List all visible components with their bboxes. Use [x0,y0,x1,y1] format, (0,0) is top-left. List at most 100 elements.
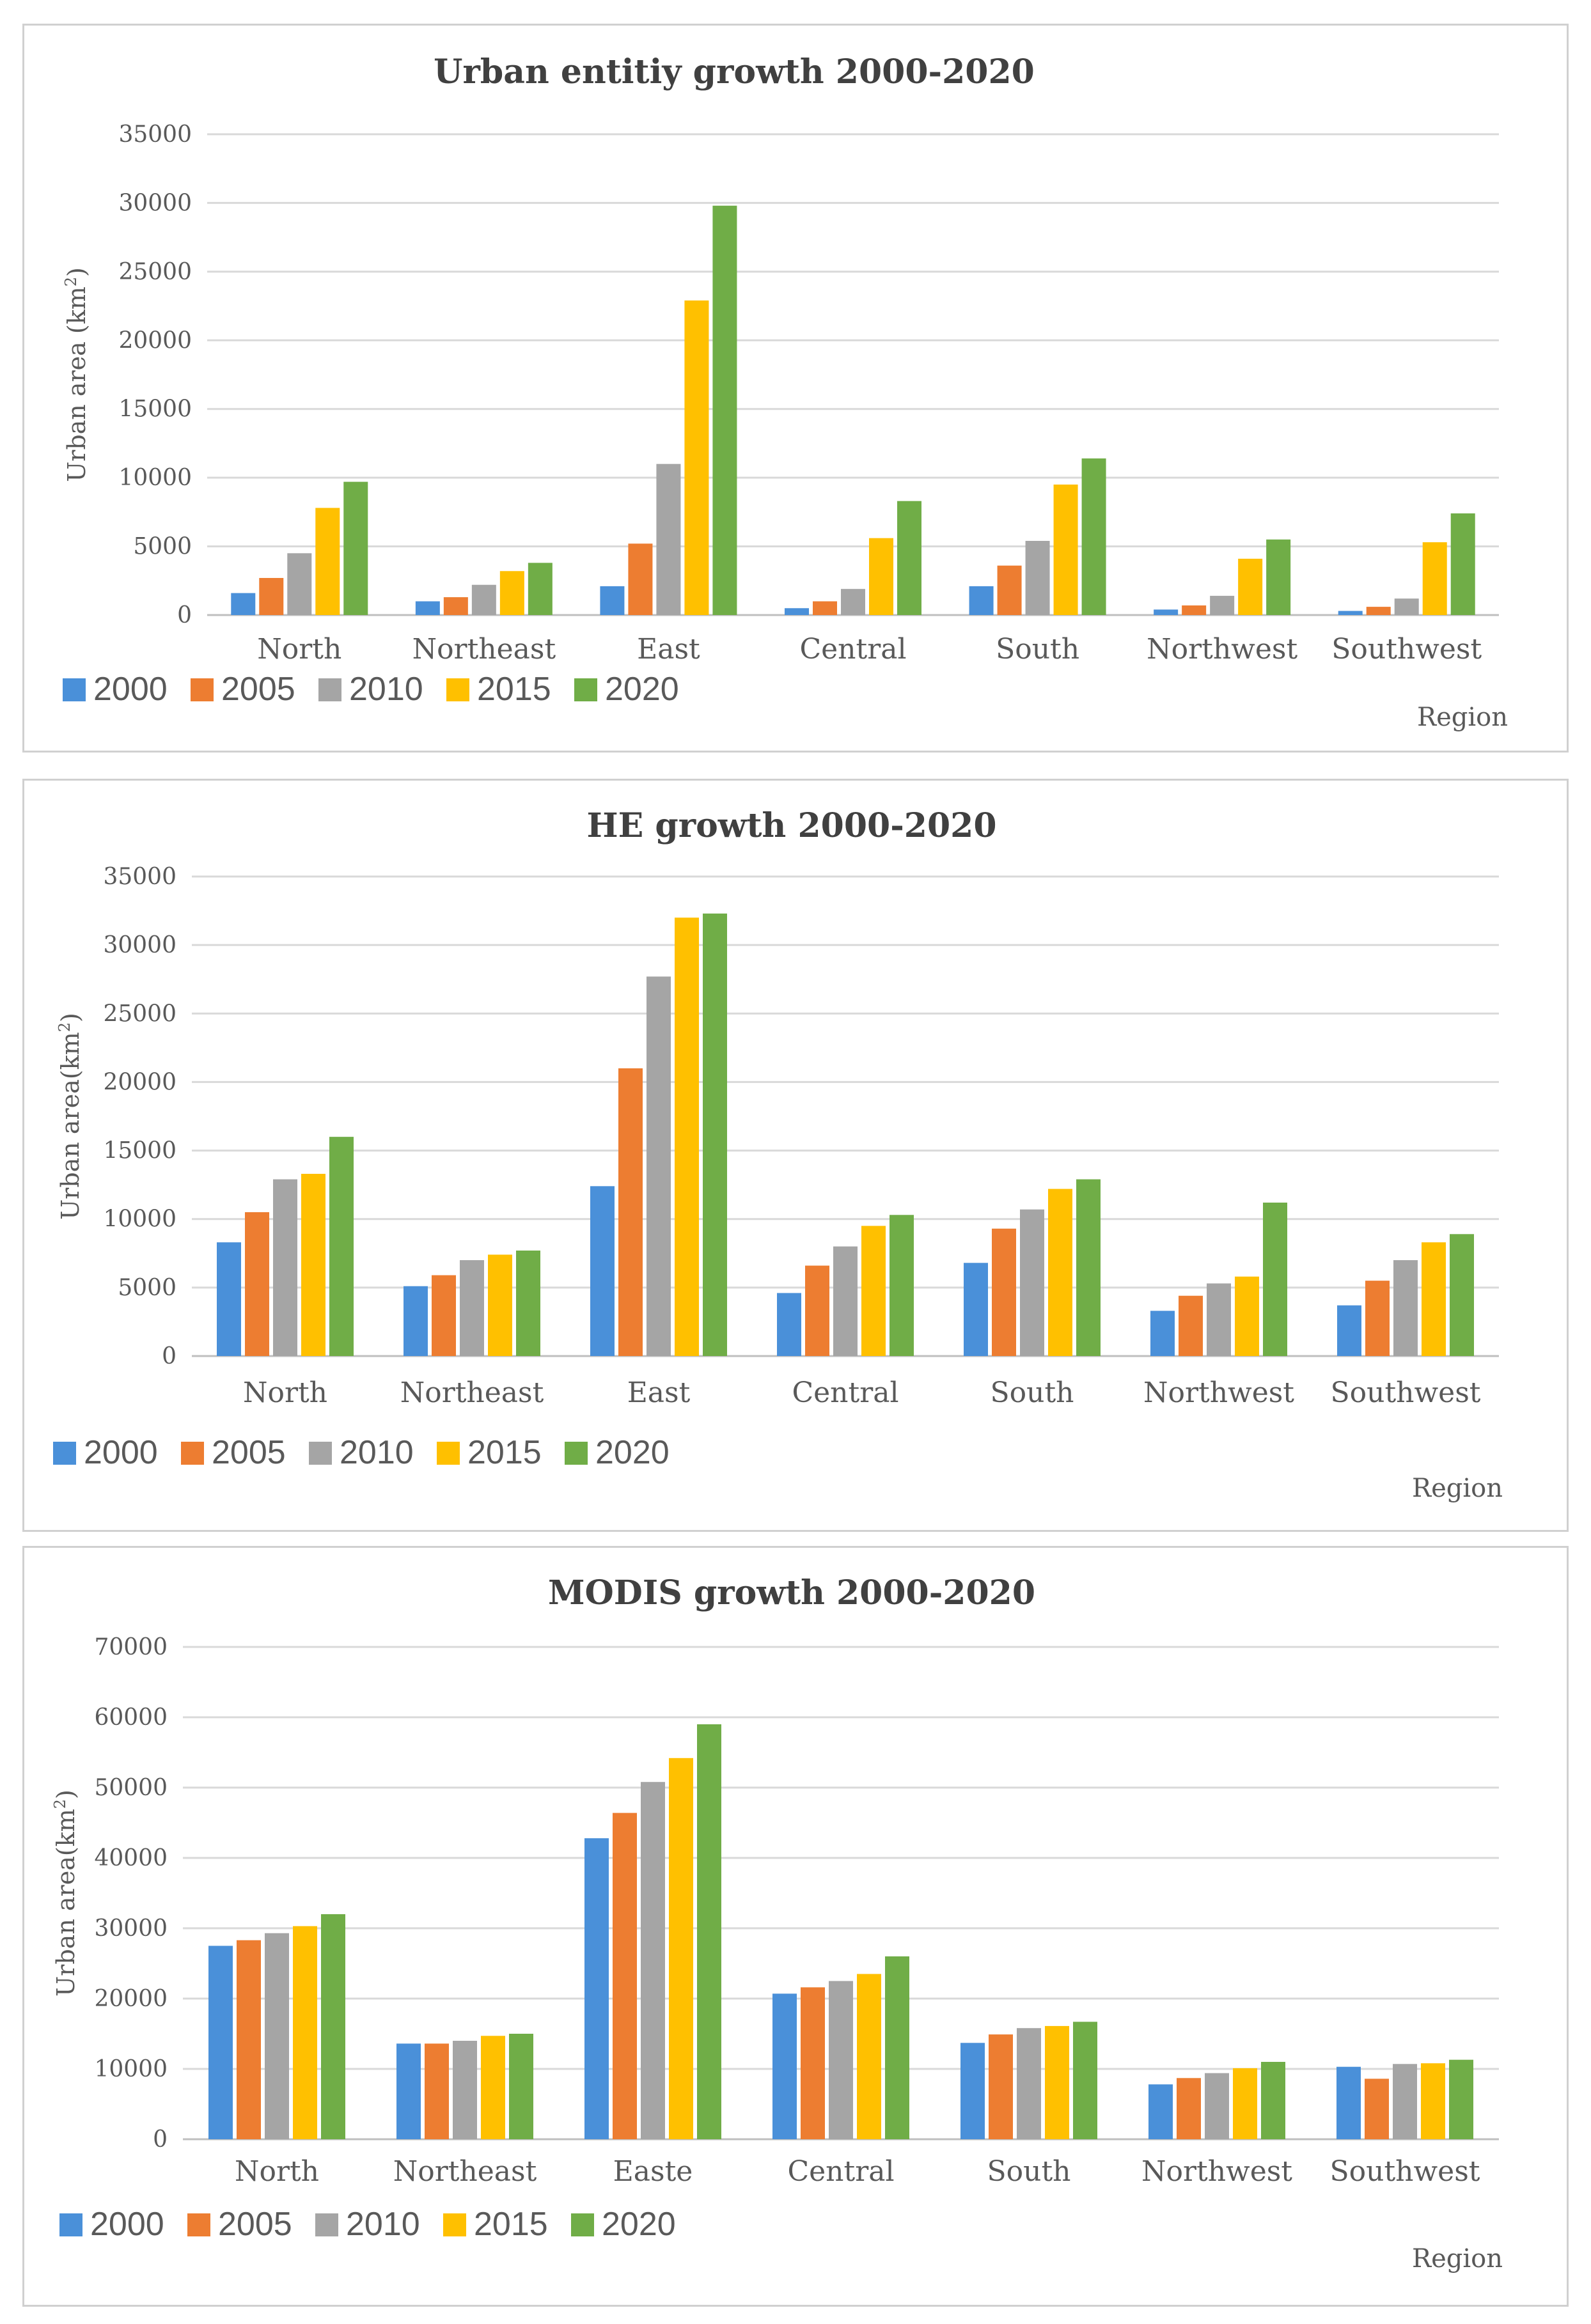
y-tick-label: 0 [153,2126,168,2153]
chart-modis: MODIS growth 2000-2020 0 10000 20000 30000 40… [51,1573,1503,2273]
bar-east-2005 [628,543,653,615]
bar-northeast-2000 [396,2043,421,2139]
y-axis-title: Urban area (km2) [62,267,91,482]
legend-swatch [315,2213,338,2236]
bar-northeast-2015 [481,2036,505,2139]
bar-north-2005 [245,1212,269,1356]
bar-southwest-2020 [1449,2059,1473,2139]
bar-central-2020 [890,1215,914,1356]
bar-central-2020 [885,1956,909,2139]
x-category-label: Central [787,2155,894,2188]
y-tick-label: 10000 [103,1206,176,1233]
bar-northwest-2005 [1179,1295,1203,1356]
y-tick-label: 0 [177,602,192,628]
y-tick-label: 10000 [94,2056,168,2082]
bar-southwest-2015 [1422,542,1447,615]
chart-panel-urban-entity: Urban entitiy growth 2000-2020 0 5000 10000… [22,24,1569,753]
bar-central-2005 [813,601,837,615]
legend-label: 2015 [474,2206,548,2243]
x-category-label: Northwest [1147,633,1297,666]
bar-southwest-2005 [1365,1281,1390,1356]
x-category-label: North [235,2155,319,2188]
bar-easte-2005 [613,1813,637,2139]
bar-central-2010 [833,1246,858,1356]
bar-northwest-2010 [1210,595,1235,615]
bar-northeast-2020 [528,563,553,615]
chart-he: HE growth 2000-2020 0 5000 10000 15000 20000 2… [53,806,1503,1503]
legend-label: 2020 [605,671,679,708]
bar-north-2000 [231,593,256,615]
bar-south-2000 [960,2043,985,2139]
legend-label: 2020 [602,2206,676,2243]
x-category-label: Northwest [1141,2155,1292,2188]
bar-east-2000 [590,1186,615,1356]
bar-east-2015 [684,300,709,615]
x-axis-title: Region [1412,1474,1503,1503]
y-tick-label: 35000 [118,121,192,148]
bar-south-2015 [1053,484,1078,615]
x-category-label: Easte [613,2155,693,2188]
x-category-label: Northeast [412,633,556,666]
bar-southwest-2020 [1450,1234,1474,1356]
bar-south-2010 [1017,2028,1041,2139]
y-tick-label: 30000 [103,932,176,958]
legend-label: 2015 [467,1434,542,1471]
bar-south-2005 [992,1228,1016,1356]
x-category-label: Central [792,1376,898,1409]
chart-panel-modis: MODIS growth 2000-2020 0 10000 20000 30000 40… [22,1546,1569,2307]
y-tick-label: 40000 [94,1845,168,1871]
x-category-label: North [243,1376,327,1409]
y-tick-label: 20000 [94,1986,168,2012]
bar-southwest-2000 [1337,1305,1361,1356]
bar-central-2005 [805,1265,829,1356]
bar-central-2015 [869,538,893,615]
bar-southwest-2005 [1365,2078,1389,2139]
bar-southwest-2015 [1422,1242,1446,1356]
bar-south-2005 [989,2034,1013,2139]
y-tick-label: 50000 [94,1775,168,1801]
bar-north-2010 [273,1179,297,1356]
bar-north-2000 [217,1242,241,1356]
legend-swatch [437,1442,460,1465]
x-category-label: East [627,1376,691,1409]
bar-southwest-2010 [1394,598,1419,615]
bar-south-2000 [969,586,994,615]
chart-title: Urban entitiy growth 2000-2020 [434,52,1035,91]
bar-central-2015 [857,1974,881,2139]
legend-label: 2010 [346,2206,420,2243]
bar-north-2020 [321,1914,345,2139]
bar-central-2000 [772,1993,797,2139]
legend-label: 2020 [595,1434,670,1471]
bar-northeast-2015 [499,571,524,615]
chart-title: MODIS growth 2000-2020 [548,1573,1035,1612]
legend-swatch [443,2213,466,2236]
bar-northeast-2010 [453,2041,477,2139]
bar-northwest-2010 [1207,1283,1231,1356]
bar-north-2005 [259,577,284,615]
bar-northeast-2000 [404,1286,428,1356]
bar-southwest-2000 [1338,611,1363,615]
x-category-label: Southwest [1331,1376,1481,1409]
bar-central-2015 [861,1226,886,1356]
bar-northeast-2005 [425,2043,449,2139]
bar-east-2020 [712,205,737,615]
y-tick-label: 10000 [118,465,192,491]
legend-label: 2000 [93,671,168,708]
bar-northwest-2000 [1148,2084,1173,2139]
x-category-label: South [987,2155,1071,2188]
bar-south-2000 [964,1263,988,1356]
y-axis-title: Urban area(km2) [51,1790,80,1997]
x-category-label: North [257,633,341,666]
bar-north-2015 [301,1174,325,1356]
bar-easte-2000 [584,1838,609,2139]
bar-southwest-2015 [1421,2063,1445,2139]
bar-northeast-2020 [516,1251,540,1356]
y-tick-label: 15000 [118,396,192,423]
bar-north-2020 [343,481,368,615]
legend-swatch [309,1442,332,1465]
x-category-label: Northeast [393,2155,537,2188]
y-tick-label: 20000 [118,327,192,354]
bar-southwest-2000 [1336,2066,1361,2139]
legend-swatch [565,1442,588,1465]
bar-south-2020 [1073,2022,1097,2139]
